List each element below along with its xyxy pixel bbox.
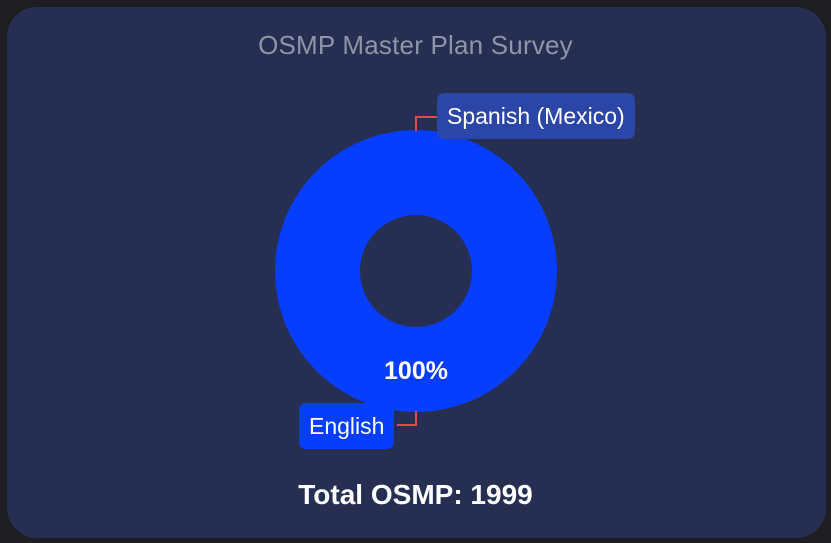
- legend-label-spanish-mexico[interactable]: Spanish (Mexico): [437, 93, 635, 139]
- slice-percent-label: 100%: [384, 357, 448, 385]
- donut-slice-english[interactable]: [275, 130, 557, 412]
- slices-layer: [275, 130, 557, 412]
- chart-card: [7, 7, 826, 538]
- legend-label-english[interactable]: English: [299, 403, 395, 449]
- leader-lines: [397, 116, 437, 426]
- total-count: Total OSMP: 1999: [298, 479, 533, 510]
- chart-title: OSMP Master Plan Survey: [258, 30, 573, 60]
- leader-line-spanish-mexico: [415, 116, 437, 131]
- leader-line-english: [397, 411, 417, 426]
